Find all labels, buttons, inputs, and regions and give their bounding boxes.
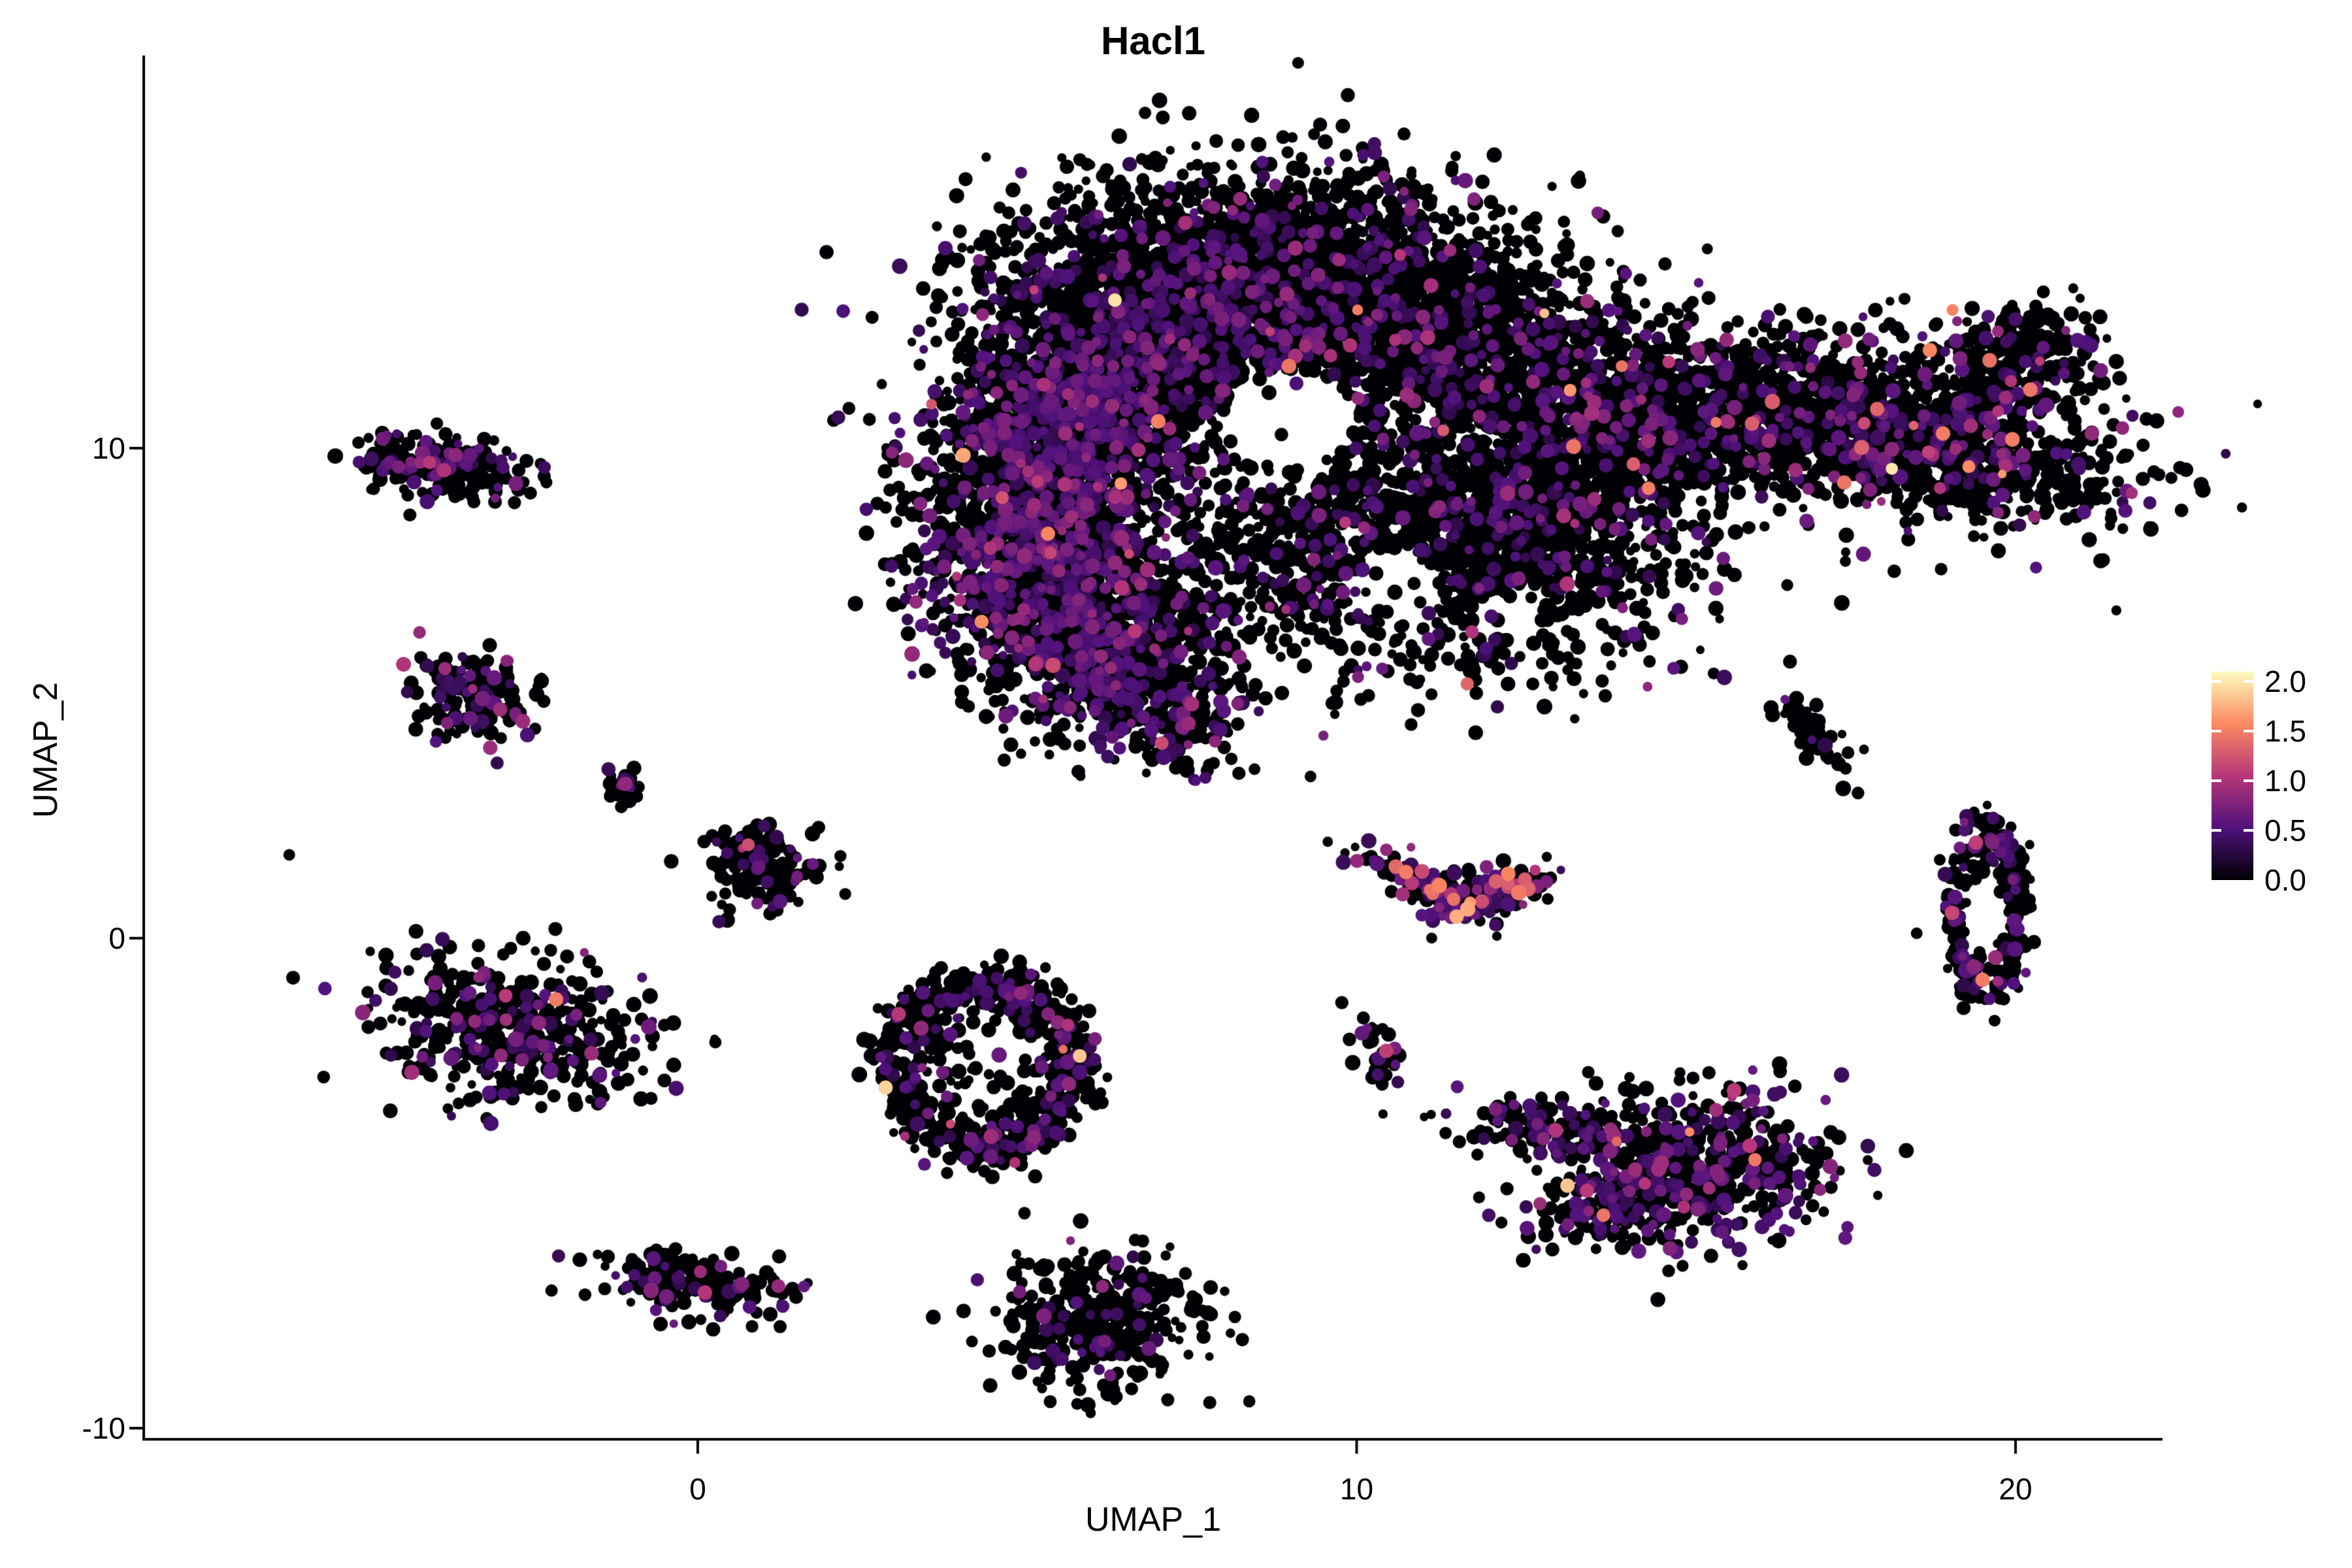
legend-tick-mark <box>2244 779 2253 783</box>
legend-tick-label: 2.0 <box>2264 664 2306 699</box>
y-tick-label: 0 <box>108 921 125 955</box>
y-tick-label: -10 <box>82 1411 125 1445</box>
plot-title: Hacl1 <box>1100 19 1206 63</box>
legend-tick-mark <box>2244 829 2253 832</box>
legend-tick-label: 0.0 <box>2264 863 2306 897</box>
legend-tick-label: 0.5 <box>2264 813 2306 848</box>
legend-tick-mark <box>2244 680 2253 683</box>
legend-tick-mark <box>2212 829 2221 832</box>
y-axis-title: UMAP_2 <box>27 681 65 819</box>
colorbar-gradient <box>2212 672 2253 880</box>
legend-tick-mark <box>2212 680 2221 683</box>
legend-tick-mark <box>2212 779 2221 783</box>
legend-tick-mark <box>2244 730 2253 733</box>
legend-tick-label: 1.5 <box>2264 714 2306 749</box>
y-tick-label: 10 <box>91 431 125 465</box>
x-tick-label: 10 <box>1339 1472 1374 1506</box>
legend-tick-mark <box>2212 730 2221 733</box>
legend-tick-label: 1.0 <box>2264 764 2306 798</box>
x-axis-title: UMAP_1 <box>1085 1501 1222 1539</box>
x-tick-label: 0 <box>689 1472 706 1506</box>
x-tick-label: 20 <box>1999 1472 2033 1506</box>
